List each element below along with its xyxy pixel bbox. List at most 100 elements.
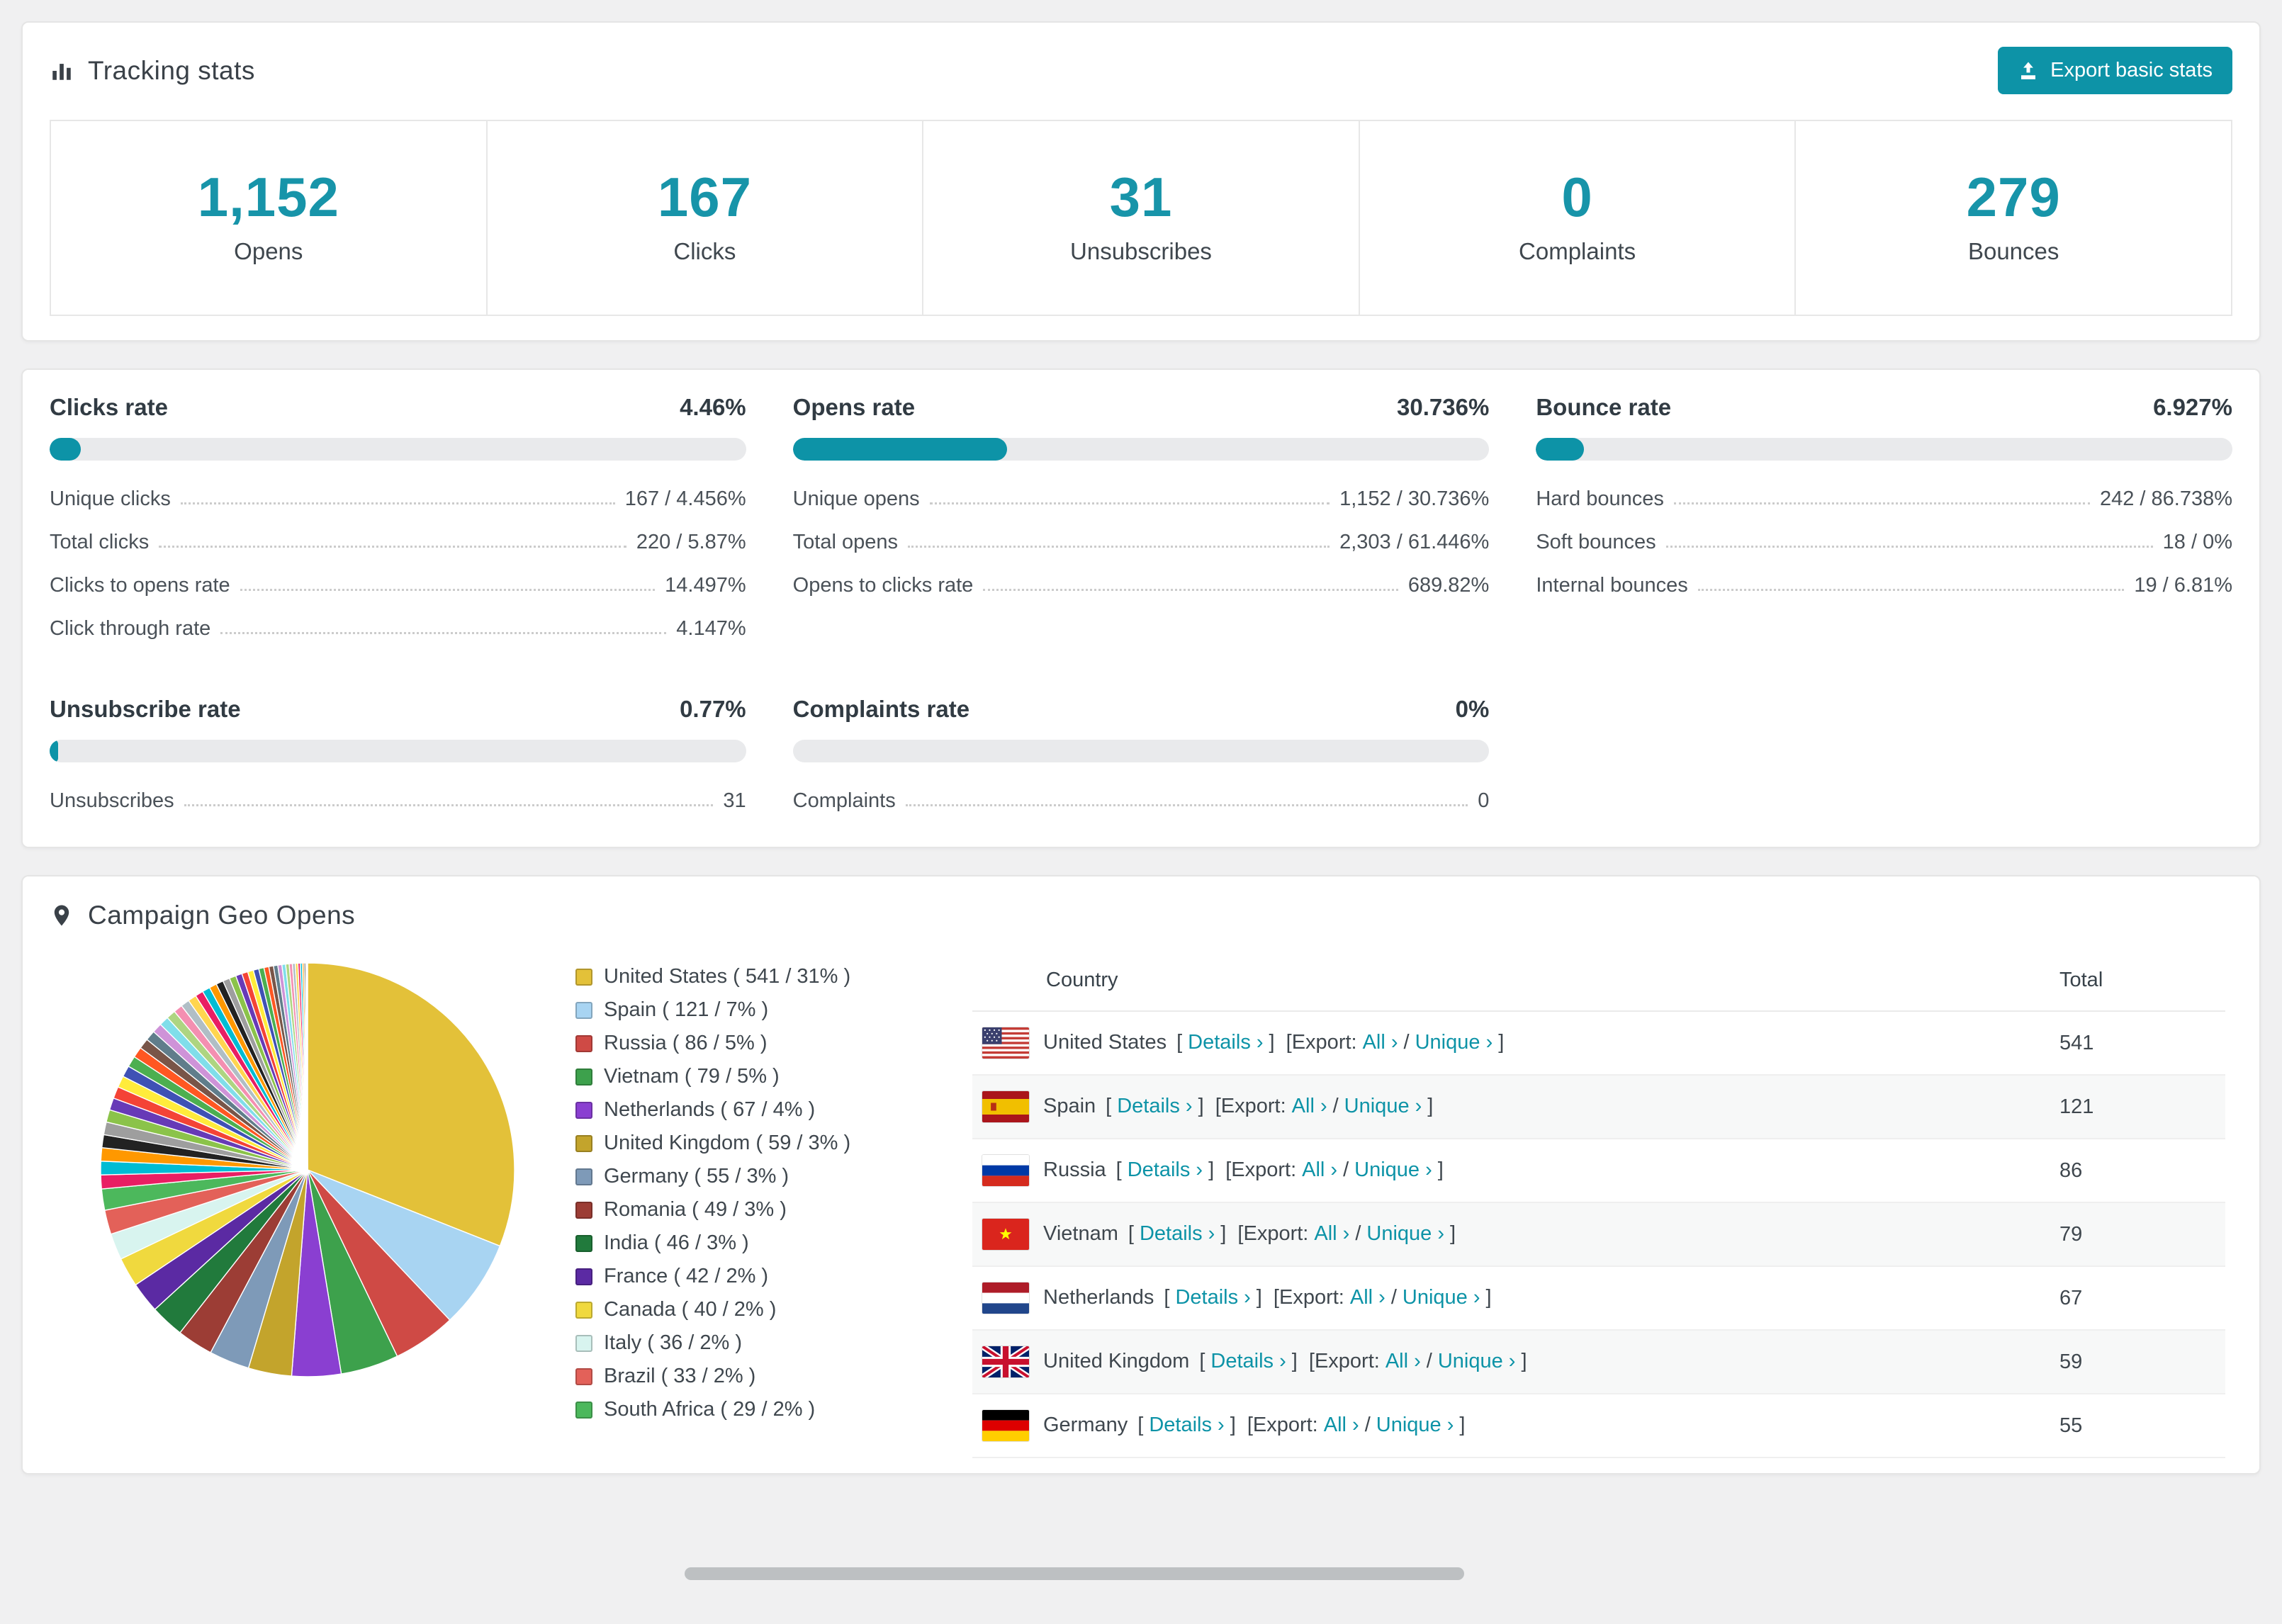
details-link[interactable]: Details › [1117,1094,1193,1117]
legend-color-swatch [575,1268,592,1285]
rate-title: Opens rate [792,394,916,420]
geo-opens-table: Country Total United States[Details ›] [… [972,950,2225,1458]
dotted-leader [907,545,1330,548]
export-unique-link[interactable]: Unique › [1415,1030,1493,1054]
details-link[interactable]: Details › [1188,1030,1264,1054]
rate-row-label: Opens to clicks rate [792,574,974,597]
export-all-link[interactable]: All › [1362,1030,1398,1054]
rate-detail-row: Soft bounces 18 / 0% [1536,521,2232,564]
export-all-link[interactable]: All › [1349,1285,1386,1309]
details-link[interactable]: Details › [1210,1349,1286,1372]
tracking-stats-header: Tracking stats Export basic stats [50,47,2232,94]
details-link[interactable]: Details › [1175,1285,1251,1309]
export-unique-link[interactable]: Unique › [1437,1349,1516,1372]
export-all-link[interactable]: All › [1385,1349,1421,1372]
legend-item-spain: Spain ( 121 / 7% ) [575,993,909,1027]
pie-slice-other[interactable] [306,962,308,1171]
export-prefix: [Export: [1225,1158,1297,1181]
stat-label: Unsubscribes [1070,238,1212,264]
export-prefix: [Export: [1237,1222,1309,1245]
legend-label: Romania ( 49 / 3% ) [604,1198,787,1221]
export-unique-link[interactable]: Unique › [1376,1413,1454,1436]
geo-opens-card: Campaign Geo Opens United States ( 541 /… [21,875,2261,1474]
rate-detail-row: Clicks to opens rate 14.497% [50,564,746,607]
export-basic-stats-button[interactable]: Export basic stats [1998,47,2232,94]
rate-row-label: Total opens [792,531,898,553]
slash: / [1426,1349,1432,1372]
campaign-stats-page: Tracking stats Export basic stats 1,152 … [21,21,2261,1580]
export-unique-link[interactable]: Unique › [1402,1285,1480,1309]
export-all-link[interactable]: All › [1302,1158,1338,1181]
country-total: 59 [2050,1330,2225,1394]
export-unique-link[interactable]: Unique › [1344,1094,1422,1117]
legend-label: United Kingdom ( 59 / 3% ) [604,1132,851,1154]
country-name: Germany [1043,1413,1128,1436]
pie-slice-spain[interactable] [307,1169,501,1321]
legend-label: Spain ( 121 / 7% ) [604,998,769,1021]
bracket: ] [1427,1094,1434,1117]
export-basic-stats-label: Export basic stats [2050,59,2213,81]
bracket: [ [1137,1413,1144,1436]
country-name: United Kingdom [1043,1349,1190,1372]
legend-label: Canada ( 40 / 2% ) [604,1298,777,1321]
legend-label: Vietnam ( 79 / 5% ) [604,1065,780,1088]
table-row-spain: Spain [Details ›] [Export: All › / Unique ›]… [972,1075,2225,1139]
stat-label: Opens [234,238,303,264]
rate-detail-row: Total clicks 220 / 5.87% [50,521,746,564]
flag-germany-icon [982,1410,1029,1441]
export-unique-link[interactable]: Unique › [1366,1222,1444,1245]
horizontal-scrollbar-thumb[interactable] [685,1567,1464,1580]
details-link[interactable]: Details › [1139,1222,1215,1245]
geo-opens-title-text: Campaign Geo Opens [88,901,356,930]
rates-grid: Clicks rate 4.46% Unique clicks 167 / 4.… [50,394,2232,823]
export-unique-link[interactable]: Unique › [1354,1158,1432,1181]
details-link[interactable]: Details › [1127,1158,1203,1181]
export-prefix: [Export: [1273,1285,1344,1309]
rate-progress-bar [50,438,746,461]
dotted-leader [159,545,626,548]
dotted-leader [929,502,1330,504]
legend-label: Netherlands ( 67 / 4% ) [604,1098,816,1121]
export-icon [2021,62,2036,79]
country-column-header: Country [972,950,2050,1012]
export-all-link[interactable]: All › [1291,1094,1327,1117]
geo-opens-header: Campaign Geo Opens [50,901,2232,930]
country-cell: Germany [Details ›] [Export: All › / Unique … [972,1394,2050,1458]
geo-pie-chart [95,957,520,1386]
export-all-link[interactable]: All › [1323,1413,1359,1436]
legend-label: Russia ( 86 / 5% ) [604,1032,768,1054]
legend-color-swatch [575,1134,592,1152]
dotted-leader [905,803,1468,806]
stat-value: 31 [1109,166,1173,228]
export-all-link[interactable]: All › [1314,1222,1350,1245]
rate-detail-row: Internal bounces 19 / 6.81% [1536,564,2232,607]
rate-detail-rows: Hard bounces 242 / 86.738% Soft bounces … [1536,478,2232,607]
pie-slice-united-states[interactable] [307,962,515,1247]
rate-detail-rows: Unique opens 1,152 / 30.736% Total opens… [793,478,1490,607]
slash: / [1403,1030,1410,1054]
table-row-germany: Germany [Details ›] [Export: All › / Unique … [972,1394,2225,1458]
rate-detail-rows: Unique clicks 167 / 4.456% Total clicks … [50,478,746,650]
rate-header: Bounce rate 6.927% [1536,394,2232,421]
country-cell: Netherlands [Details ›] [Export: All › / Uni… [972,1266,2050,1331]
rate-row-label: Clicks to opens rate [50,574,230,597]
bracket: ] [1269,1030,1275,1054]
rate-header: Opens rate 30.736% [793,394,1490,421]
slash: / [1364,1413,1371,1436]
rate-progress-bar [792,740,1490,762]
export-prefix: [Export: [1308,1349,1380,1372]
rate-progress-bar [792,438,1490,461]
rate-progress-fill [50,438,81,461]
rate-title: Complaints rate [792,696,970,722]
rate-detail-row: Hard bounces 242 / 86.738% [1536,478,2232,521]
tracking-stats-card: Tracking stats Export basic stats 1,152 … [21,21,2261,342]
legend-color-swatch [575,1368,592,1385]
rate-row-label: Hard bounces [1536,487,1664,510]
geo-table-container: Country Total United States[Details ›] [… [972,950,2225,1458]
legend-item-united-kingdom: United Kingdom ( 59 / 3% ) [575,1127,909,1160]
rates-card: Clicks rate 4.46% Unique clicks 167 / 4.… [21,368,2261,848]
details-link[interactable]: Details › [1149,1413,1225,1436]
rate-header: Complaints rate 0% [793,696,1490,723]
bracket: ] [1291,1349,1298,1372]
flag-russia-icon [982,1155,1029,1186]
